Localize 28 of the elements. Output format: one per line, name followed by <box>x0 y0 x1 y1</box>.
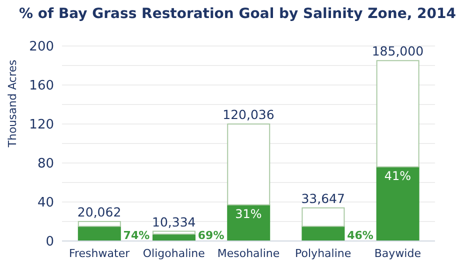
annotation: 74% <box>123 229 150 242</box>
annotation: 185,000 <box>372 44 424 59</box>
x-tick-label: Polyhaline <box>295 246 352 260</box>
x-tick-label: Oligohaline <box>142 246 206 260</box>
bar <box>227 124 270 206</box>
chart-title: % of Bay Grass Restoration Goal by Salinity Zone, 2014 <box>18 5 457 24</box>
x-tick-label: Freshwater <box>68 246 130 260</box>
y-tick-label: 0 <box>46 234 54 250</box>
annotation: 20,062 <box>77 204 122 220</box>
annotation: 31% <box>235 206 262 221</box>
y-tick-label: 200 <box>29 40 54 55</box>
bar <box>78 221 121 227</box>
bar <box>302 207 345 227</box>
y-axis-title: Thousand Acres <box>6 60 19 148</box>
y-tick-label: 80 <box>37 156 54 172</box>
annotation: 46% <box>347 229 374 242</box>
x-tick-label: Baywide <box>374 246 422 260</box>
annotation: 41% <box>384 168 412 183</box>
bar <box>376 60 420 168</box>
y-tick-label: 160 <box>29 78 54 94</box>
annotation: 10,334 <box>152 214 196 230</box>
annotation: 33,647 <box>301 190 345 206</box>
y-tick-label: 40 <box>37 196 54 211</box>
bar <box>152 230 196 235</box>
x-tick-label: Mesohaline <box>217 246 280 260</box>
annotation: 120,036 <box>222 107 274 122</box>
annotation: 69% <box>198 229 224 242</box>
y-tick-label: 120 <box>29 118 54 133</box>
